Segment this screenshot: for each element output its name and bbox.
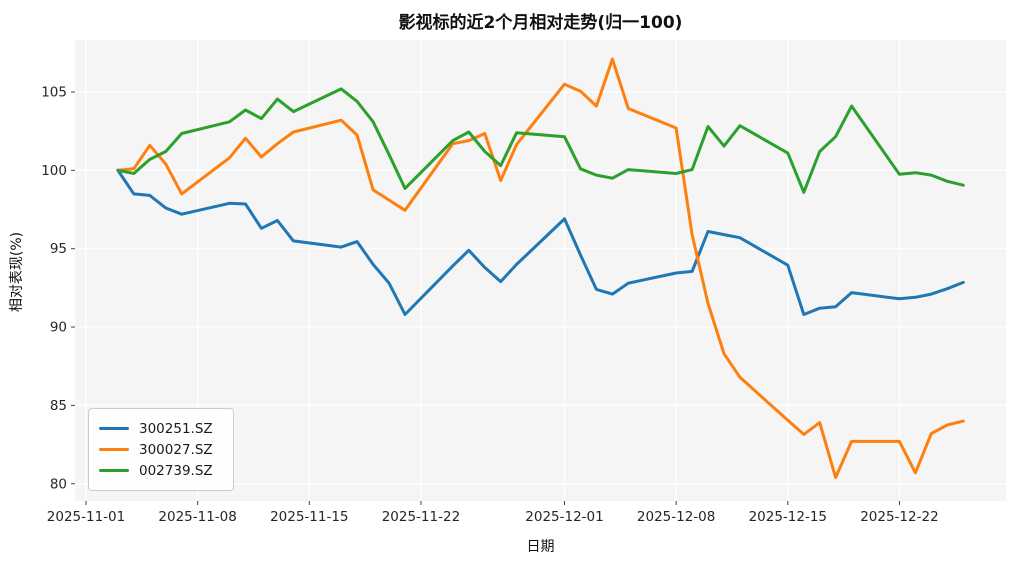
- x-tick-label: 2025-11-15: [270, 509, 348, 525]
- legend-label: 300251.SZ: [139, 420, 213, 437]
- x-tick-label: 2025-11-08: [158, 509, 236, 525]
- legend-item: 300027.SZ: [99, 439, 221, 460]
- y-tick-label: 100: [41, 163, 67, 179]
- x-tick-label: 2025-12-08: [637, 509, 715, 525]
- chart-title: 影视标的近2个月相对走势(归一100): [398, 13, 683, 33]
- legend-label: 300027.SZ: [139, 441, 213, 458]
- x-tick-label: 2025-12-15: [749, 509, 827, 525]
- legend-item: 002739.SZ: [99, 460, 221, 481]
- legend-line-swatch-green: [99, 469, 129, 472]
- x-tick-label: 2025-12-22: [860, 509, 938, 525]
- legend-line-swatch-orange: [99, 448, 129, 451]
- legend-label: 002739.SZ: [139, 462, 213, 479]
- legend-box: 300251.SZ 300027.SZ 002739.SZ: [88, 408, 234, 491]
- series-line-300251.SZ: [116, 168, 965, 316]
- x-axis-label: 日期: [526, 539, 555, 555]
- y-tick-label: 80: [50, 476, 67, 492]
- legend-item: 300251.SZ: [99, 418, 221, 439]
- x-tick-label: 2025-11-01: [47, 509, 125, 525]
- series-line-300027.SZ: [116, 57, 965, 479]
- y-tick-label: 90: [50, 320, 67, 336]
- y-tick-label: 105: [41, 85, 67, 101]
- x-tick-label: 2025-12-01: [525, 509, 603, 525]
- series-line-002739.SZ: [116, 87, 965, 194]
- y-axis-label: 相对表现(%): [9, 231, 25, 313]
- x-tick-label: 2025-11-22: [382, 509, 460, 525]
- legend-line-swatch-blue: [99, 427, 129, 430]
- y-tick-label: 85: [50, 398, 67, 414]
- y-tick-label: 95: [50, 241, 67, 257]
